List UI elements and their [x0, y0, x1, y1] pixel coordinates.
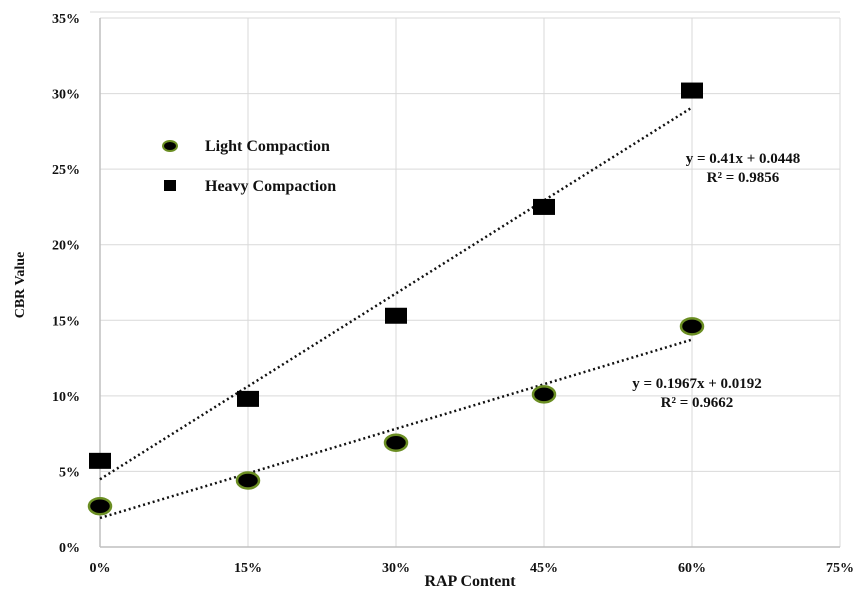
- heavy-compaction-point: [681, 82, 703, 99]
- y-tick-label: 35%: [52, 12, 80, 27]
- legend-light-marker: [162, 140, 178, 152]
- light-compaction-trendline: [99, 338, 693, 520]
- light-equation: y = 0.1967x + 0.0192: [632, 376, 762, 392]
- x-tick-label: 15%: [234, 561, 262, 576]
- data-points: [87, 82, 705, 516]
- legend-heavy-marker: [164, 180, 176, 191]
- trendlines: [99, 106, 693, 520]
- light-r2: R² = 0.9662: [661, 395, 734, 411]
- light-compaction-point: [87, 496, 113, 516]
- light-compaction-point: [679, 317, 705, 336]
- light-compaction-point: [383, 433, 409, 452]
- x-tick-label: 75%: [826, 561, 854, 576]
- heavy-compaction-trendline: [99, 106, 693, 481]
- legend-light-label: Light Compaction: [205, 138, 330, 155]
- light-compaction-point: [235, 471, 261, 490]
- heavy-compaction-point: [237, 390, 259, 407]
- heavy-compaction-point: [385, 307, 407, 324]
- light-compaction-point: [531, 385, 557, 404]
- heavy-compaction-point: [89, 452, 111, 469]
- axes: [99, 18, 840, 548]
- y-tick-label: 0%: [59, 541, 80, 556]
- equations: y = 0.41x + 0.0448 R² = 0.9856 y = 0.1967x…: [632, 151, 800, 411]
- x-tick-label: 45%: [530, 561, 558, 576]
- y-tick-label: 5%: [59, 465, 80, 480]
- x-axis-title: RAP Content: [424, 573, 516, 590]
- y-tick-label: 10%: [52, 390, 80, 405]
- y-axis-title: CBR Value: [13, 252, 28, 319]
- heavy-equation: y = 0.41x + 0.0448: [686, 151, 801, 167]
- x-tick-label: 60%: [678, 561, 706, 576]
- heavy-compaction-point: [533, 198, 555, 215]
- x-tick-label: 30%: [382, 561, 410, 576]
- heavy-r2: R² = 0.9856: [707, 170, 780, 186]
- y-tick-label: 20%: [52, 239, 80, 254]
- x-tick-label: 0%: [90, 561, 111, 576]
- legend-heavy-label: Heavy Compaction: [205, 178, 336, 195]
- legend: Light Compaction Heavy Compaction: [162, 138, 336, 195]
- y-tick-label: 30%: [52, 88, 80, 103]
- tick-labels: 0% 5% 10% 15% 20% 25% 30% 35% 0% 15% 30% 45% 60% 75%: [52, 12, 854, 576]
- grid: [90, 11, 841, 547]
- y-tick-label: 15%: [52, 314, 80, 329]
- y-tick-label: 25%: [52, 163, 80, 178]
